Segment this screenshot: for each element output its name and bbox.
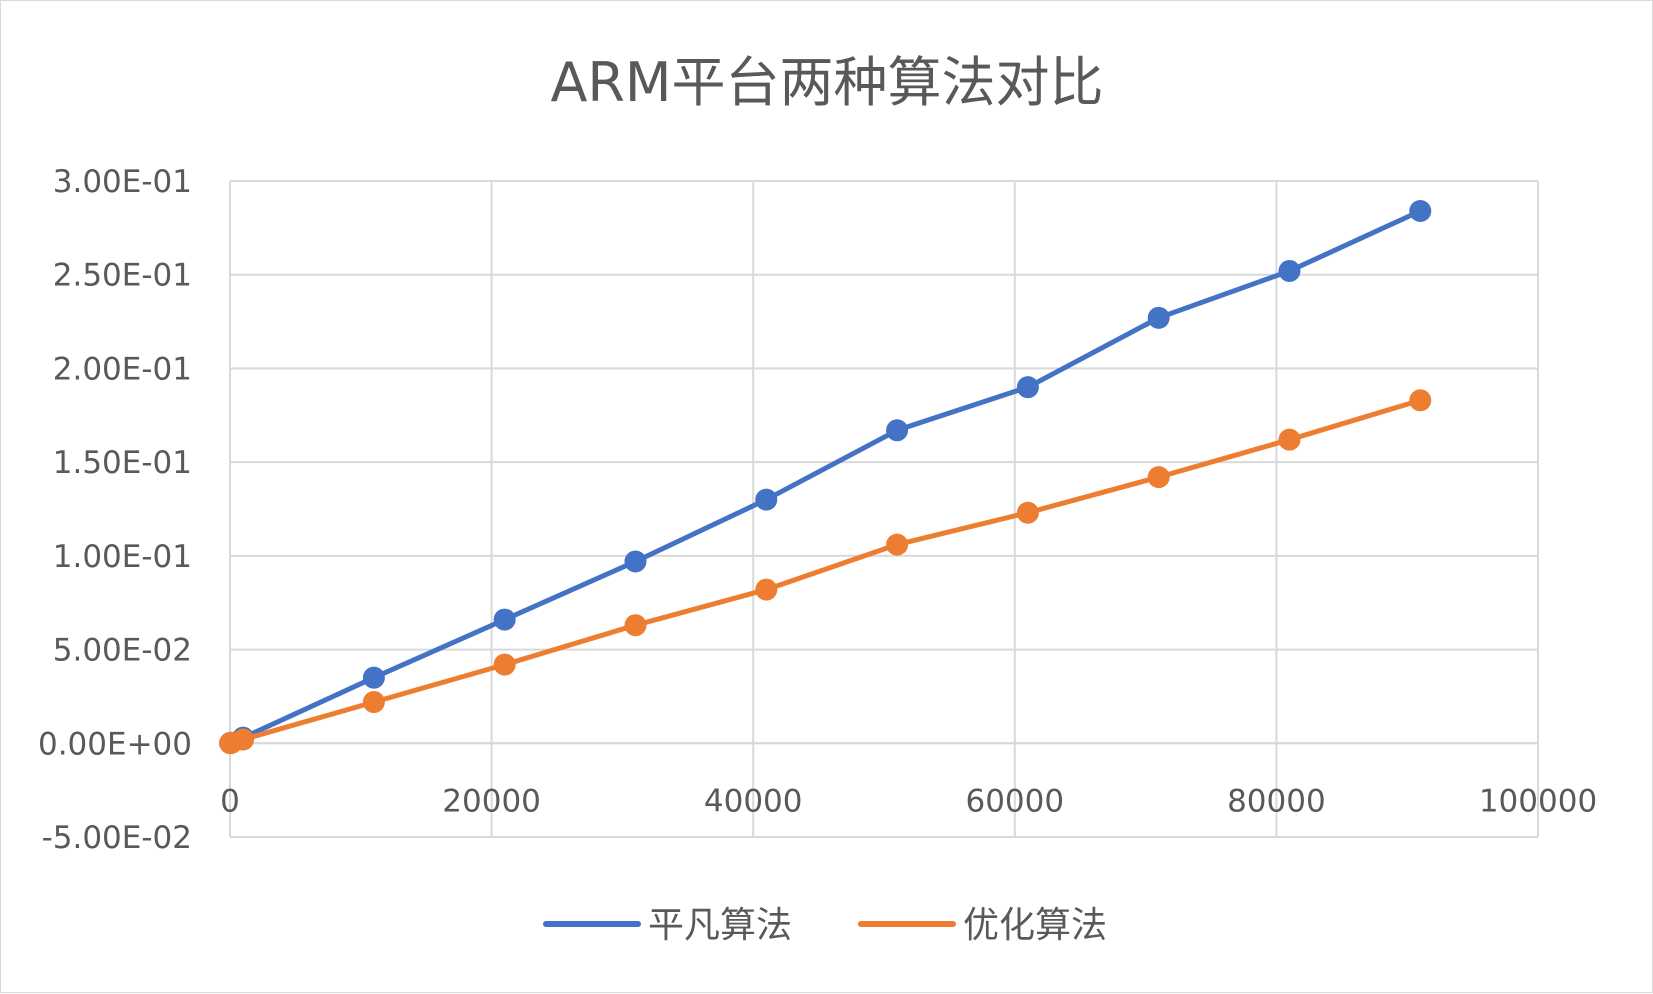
x-tick-label: 100000 (1479, 783, 1597, 819)
y-tick-label: 1.50E-01 (53, 445, 192, 481)
data-point (232, 728, 255, 751)
legend-label: 优化算法 (963, 905, 1107, 946)
y-tick-labels: 3.00E-01 2.50E-01 2.00E-01 1.50E-01 1.00E-01… (38, 164, 192, 856)
data-point (493, 653, 516, 676)
chart-title: ARM平台两种算法对比 (550, 51, 1103, 114)
x-tick-label: 80000 (1227, 783, 1326, 819)
data-point (755, 488, 778, 511)
series-line (227, 397, 1423, 746)
data-point (362, 691, 385, 714)
y-tick-label: -5.00E-02 (42, 820, 192, 856)
x-tick-label: 40000 (704, 783, 803, 819)
data-point (1278, 259, 1301, 282)
series-1 (219, 199, 1432, 755)
legend: 平凡算法 优化算法 (543, 905, 1107, 946)
legend-label: 平凡算法 (648, 905, 792, 946)
data-point (1147, 466, 1170, 489)
data-point (1278, 428, 1301, 451)
series-line (227, 208, 1423, 746)
data-point (755, 578, 778, 601)
legend-item: 平凡算法 (543, 905, 792, 946)
data-point (1016, 501, 1039, 524)
series-2 (219, 389, 1432, 755)
data-point (886, 533, 909, 556)
y-tick-label: 3.00E-01 (53, 164, 192, 200)
data-point (624, 550, 647, 573)
data-point (1409, 199, 1432, 222)
x-tick-labels: 0 20000 40000 60000 80000 100000 (220, 783, 1597, 819)
x-tick-label: 0 (220, 783, 240, 819)
y-tick-label: 2.50E-01 (53, 258, 192, 294)
grid-layer (229, 180, 1539, 838)
data-point (1409, 389, 1432, 412)
data-point (624, 614, 647, 637)
data-point (493, 608, 516, 631)
y-tick-label: 0.00E+00 (38, 726, 192, 762)
data-point (886, 419, 909, 442)
y-tick-label: 1.00E-01 (53, 539, 192, 575)
x-tick-label: 60000 (965, 783, 1064, 819)
series-layer (219, 199, 1432, 755)
data-point (1016, 376, 1039, 399)
data-point (362, 666, 385, 689)
legend-item: 优化算法 (858, 905, 1107, 946)
x-tick-label: 20000 (442, 783, 541, 819)
y-tick-label: 5.00E-02 (53, 633, 192, 669)
data-point (1147, 306, 1170, 329)
y-tick-label: 2.00E-01 (53, 351, 192, 387)
